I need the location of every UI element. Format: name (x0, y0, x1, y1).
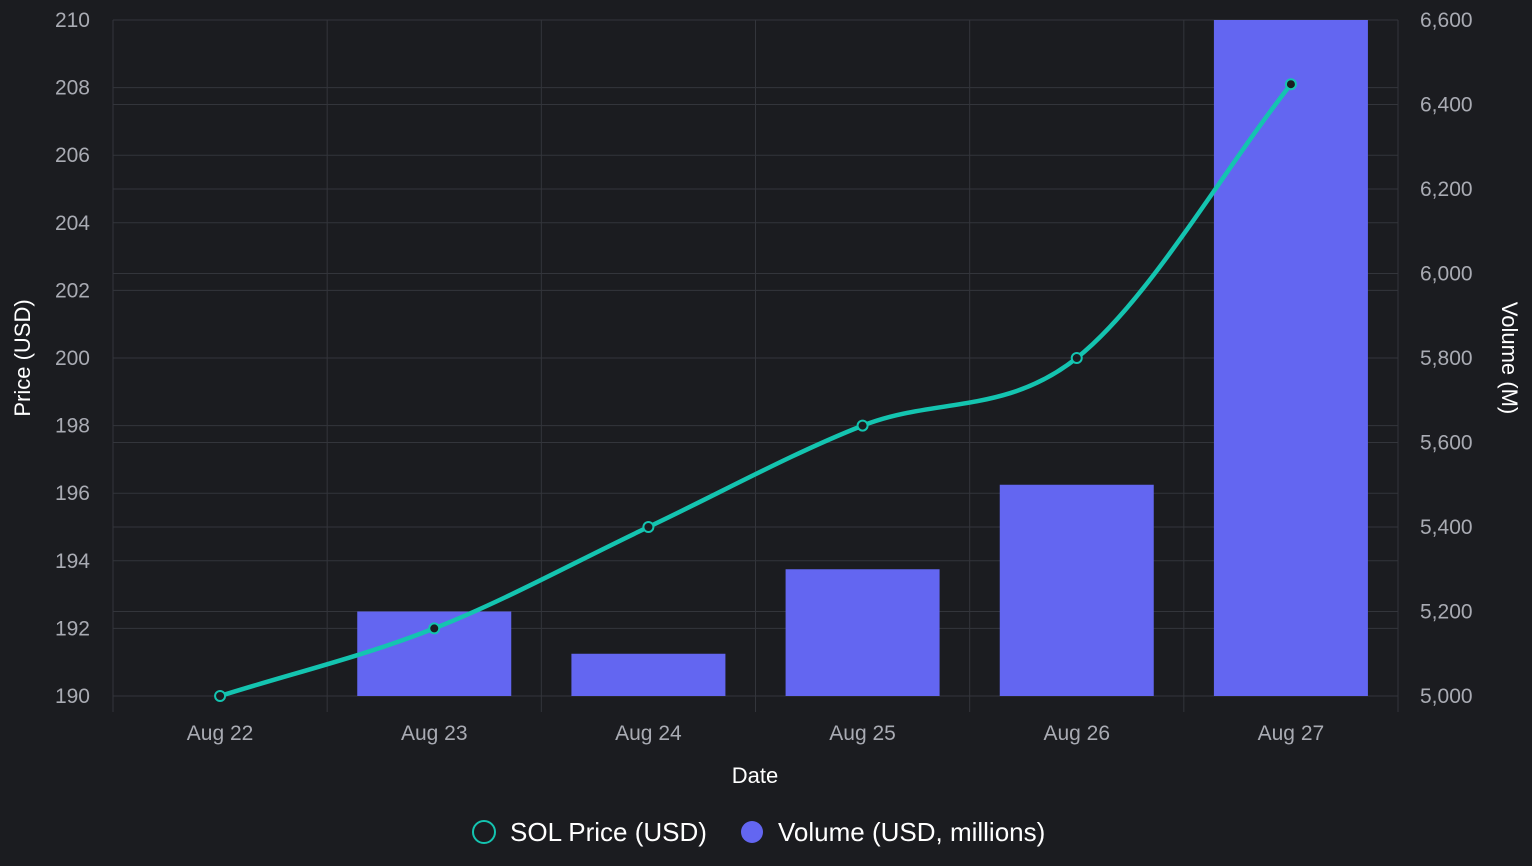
right-tick-label: 5,000 (1420, 685, 1473, 708)
x-axis-title: Date (732, 763, 778, 788)
left-tick-label: 204 (55, 212, 90, 235)
x-tick-label: Aug 22 (187, 722, 254, 745)
x-tick-label: Aug 27 (1258, 722, 1325, 745)
left-tick-label: 208 (55, 77, 90, 100)
left-axis-title: Price (USD) (10, 299, 35, 416)
legend-item-price[interactable]: SOL Price (USD) (472, 817, 707, 847)
right-tick-label: 5,600 (1420, 432, 1473, 455)
price-point (214, 690, 227, 702)
right-tick-label: 5,200 (1420, 601, 1473, 624)
left-tick-label: 206 (55, 144, 90, 167)
left-tick-label: 192 (55, 617, 90, 640)
left-tick-label: 194 (55, 550, 90, 573)
right-tick-label: 6,000 (1420, 263, 1473, 286)
left-tick-label: 202 (55, 279, 90, 302)
left-axis-ticks: 190 192 194 196 198 200 202 204 206 208 210 (55, 9, 90, 708)
right-tick-label: 6,600 (1420, 9, 1473, 32)
price-line-series (217, 81, 1294, 699)
right-axis-ticks: 5,000 5,200 5,400 5,600 5,800 6,000 6,200 6,400… (1420, 9, 1473, 708)
left-tick-label: 196 (55, 482, 90, 505)
x-tick-label: Aug 23 (401, 722, 468, 745)
price-points (214, 78, 1297, 702)
right-tick-label: 6,400 (1420, 94, 1473, 117)
volume-bar (1213, 20, 1368, 696)
volume-bar (571, 653, 726, 696)
price-point (642, 521, 655, 533)
right-tick-label: 5,800 (1420, 347, 1473, 370)
right-tick-label: 5,400 (1420, 516, 1473, 539)
volume-bar (999, 484, 1154, 696)
grid (112, 19, 1399, 712)
left-tick-label: 190 (55, 685, 90, 708)
price-point (428, 622, 441, 635)
legend-price-label: SOL Price (USD) (510, 817, 707, 847)
legend-item-volume[interactable]: Volume (USD, millions) (741, 817, 1045, 847)
right-tick-label: 6,200 (1420, 178, 1473, 201)
left-tick-label: 198 (55, 415, 90, 438)
legend: SOL Price (USD) Volume (USD, millions) (472, 817, 1045, 847)
x-tick-label: Aug 25 (829, 722, 896, 745)
price-line (217, 81, 1294, 699)
right-axis-title: Volume (M) (1497, 302, 1522, 414)
legend-price-swatch (472, 820, 496, 844)
left-tick-label: 200 (55, 347, 90, 370)
legend-volume-swatch (741, 821, 763, 843)
price-point (1070, 352, 1083, 364)
volume-bars (357, 20, 1368, 696)
price-point (1284, 78, 1297, 91)
left-tick-label: 210 (55, 9, 90, 32)
legend-volume-label: Volume (USD, millions) (778, 817, 1045, 847)
x-tick-label: Aug 26 (1043, 722, 1110, 745)
x-axis-ticks: Aug 22 Aug 23 Aug 24 Aug 25 Aug 26 Aug 27 (187, 722, 1324, 745)
price-point (856, 419, 869, 432)
volume-bar (785, 569, 940, 696)
x-tick-label: Aug 24 (615, 722, 682, 745)
